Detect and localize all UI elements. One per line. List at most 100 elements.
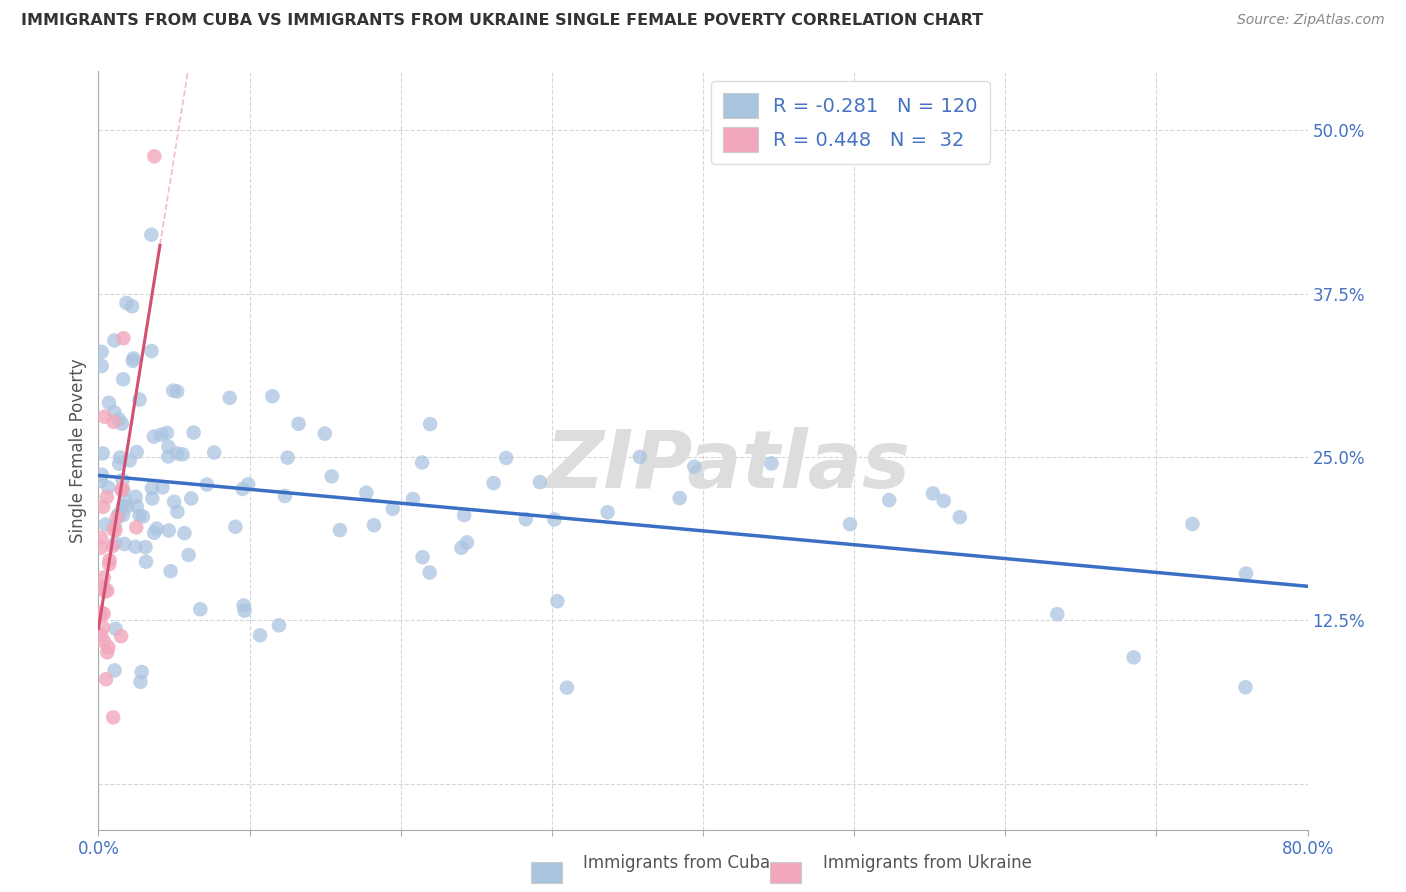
Text: Source: ZipAtlas.com: Source: ZipAtlas.com [1237, 13, 1385, 28]
Point [419, 566, 441, 580]
Point [1122, 650, 1144, 665]
Point [111, 417, 134, 431]
Point [188, 602, 211, 616]
Point [839, 517, 862, 532]
Text: Immigrants from Cuba: Immigrants from Cuba [583, 855, 770, 872]
Point [93, 409, 115, 424]
Point [112, 331, 135, 345]
Point [628, 450, 651, 464]
Point [183, 425, 205, 440]
Point [543, 512, 565, 526]
Point [141, 481, 163, 495]
Point [90, 628, 112, 642]
Point [103, 518, 125, 533]
Point [104, 536, 127, 550]
Point [1181, 516, 1204, 531]
Point [932, 493, 955, 508]
Point [145, 522, 167, 536]
Point [114, 537, 136, 551]
Point [356, 485, 378, 500]
Point [157, 440, 180, 454]
Point [596, 505, 619, 519]
Point [287, 417, 309, 431]
Point [96, 645, 118, 659]
Point [98, 396, 121, 410]
Point [224, 520, 246, 534]
Point [162, 384, 184, 398]
Point [108, 412, 131, 426]
Point [1234, 566, 1257, 581]
Point [1046, 607, 1069, 622]
Point [129, 674, 152, 689]
Point [450, 541, 472, 555]
Point [110, 483, 132, 497]
Point [267, 618, 290, 632]
Point [104, 622, 127, 636]
Point [314, 426, 336, 441]
Point [90, 531, 112, 545]
Point [103, 523, 125, 537]
Point [91, 621, 114, 635]
Point [233, 604, 256, 618]
Point [877, 493, 900, 508]
Point [195, 477, 218, 491]
Point [166, 505, 188, 519]
Point [381, 501, 404, 516]
Point [555, 681, 578, 695]
Point [98, 553, 121, 567]
Point [111, 473, 134, 487]
Point [277, 450, 299, 465]
Point [143, 525, 166, 540]
Point [93, 634, 115, 648]
Point [202, 445, 225, 459]
Point [124, 540, 146, 554]
Point [529, 475, 551, 489]
Point [104, 524, 127, 538]
Point [91, 446, 114, 460]
Point [101, 539, 124, 553]
Point [103, 415, 125, 429]
Point [90, 344, 112, 359]
Point [141, 344, 163, 359]
Point [97, 481, 120, 495]
Point [922, 486, 945, 500]
Point [96, 490, 118, 504]
Point [97, 640, 120, 655]
Point [103, 405, 125, 419]
Point [108, 450, 131, 465]
Point [90, 359, 112, 373]
Point [236, 477, 259, 491]
Point [172, 447, 194, 461]
Point [98, 558, 121, 572]
Point [122, 351, 145, 366]
Point [103, 664, 125, 678]
Point [482, 476, 505, 491]
Point [761, 457, 783, 471]
Point [321, 469, 343, 483]
Point [91, 500, 114, 514]
Point [132, 509, 155, 524]
Point [91, 581, 114, 595]
Point [103, 334, 125, 348]
Point [152, 480, 174, 494]
Text: Immigrants from Ukraine: Immigrants from Ukraine [823, 855, 1032, 872]
Point [141, 227, 163, 242]
Point [103, 710, 125, 724]
Point [118, 453, 141, 467]
Point [93, 570, 115, 584]
Point [94, 672, 117, 686]
Point [232, 482, 254, 496]
Point [128, 508, 150, 523]
Point [121, 354, 143, 368]
Text: ZIPatlas: ZIPatlas [544, 426, 910, 505]
Point [668, 491, 690, 505]
Point [110, 629, 132, 643]
Point [96, 583, 118, 598]
Point [683, 459, 706, 474]
Point [419, 417, 441, 431]
Point [495, 450, 517, 465]
Point [180, 491, 202, 506]
Point [91, 579, 114, 593]
Point [125, 499, 148, 513]
Point [453, 508, 475, 523]
